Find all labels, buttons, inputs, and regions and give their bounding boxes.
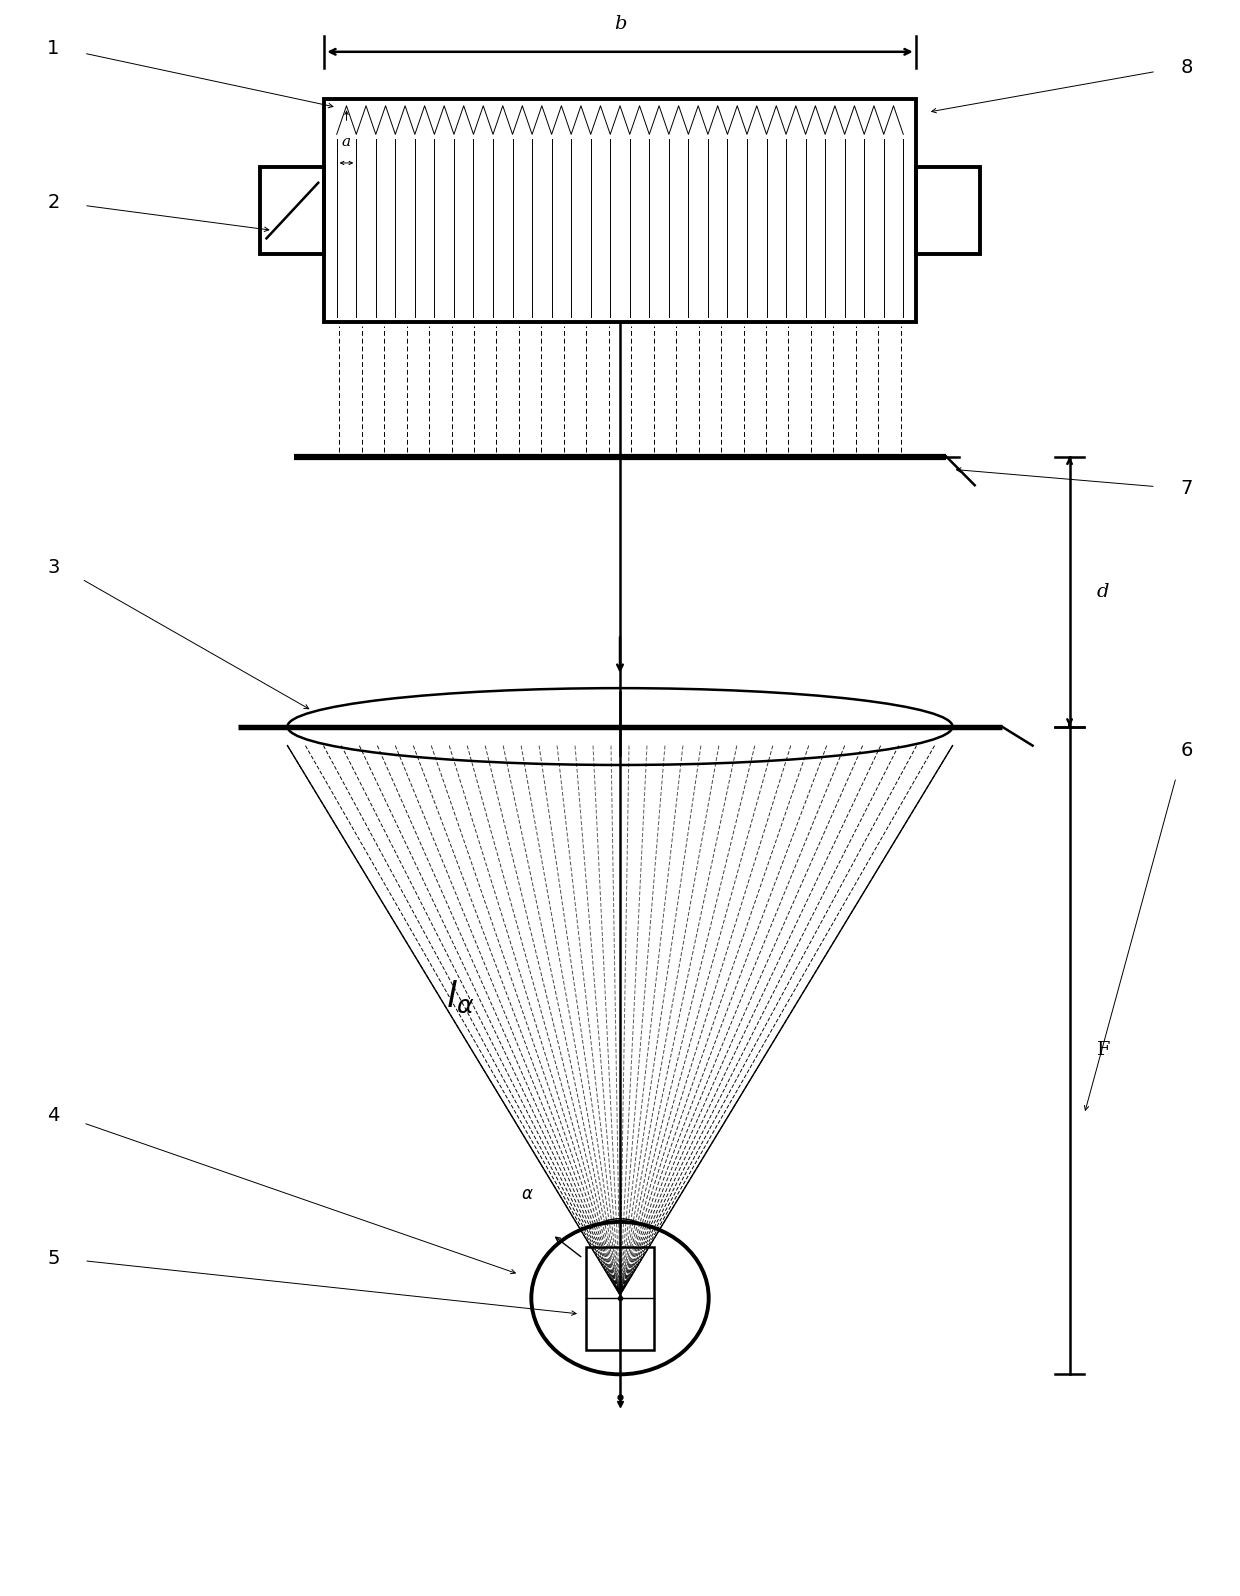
Text: 7: 7 — [1180, 479, 1193, 498]
Bar — [587, 1246, 653, 1350]
Text: a: a — [342, 134, 351, 148]
Bar — [260, 168, 325, 254]
Text: $l_\alpha$: $l_\alpha$ — [445, 978, 474, 1015]
Text: 4: 4 — [47, 1106, 60, 1125]
Text: $\alpha$: $\alpha$ — [521, 1186, 534, 1203]
Text: b: b — [614, 14, 626, 34]
Text: 1: 1 — [47, 40, 60, 57]
Text: 8: 8 — [1180, 57, 1193, 77]
Bar — [915, 168, 980, 254]
Text: 2: 2 — [47, 193, 60, 212]
Text: 6: 6 — [1180, 741, 1193, 760]
Text: d: d — [1096, 583, 1109, 600]
Text: 3: 3 — [47, 559, 60, 578]
Text: 5: 5 — [47, 1250, 60, 1267]
Text: F: F — [1096, 1042, 1110, 1060]
